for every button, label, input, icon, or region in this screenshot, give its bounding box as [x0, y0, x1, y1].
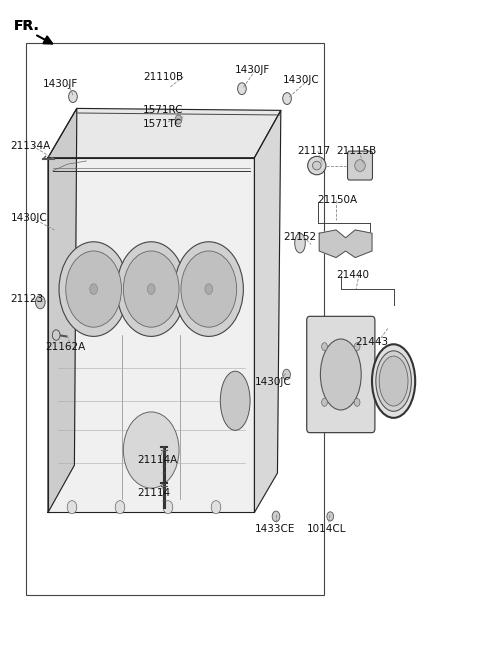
Ellipse shape	[379, 356, 408, 406]
Text: 21123: 21123	[11, 294, 44, 304]
Polygon shape	[48, 108, 281, 158]
Text: 21110B: 21110B	[143, 72, 183, 82]
Text: 1430JF: 1430JF	[235, 65, 270, 76]
Circle shape	[354, 343, 360, 351]
Circle shape	[52, 330, 60, 340]
Text: 1571TC: 1571TC	[143, 118, 182, 129]
Circle shape	[69, 91, 77, 102]
Ellipse shape	[312, 162, 321, 170]
Circle shape	[205, 284, 213, 294]
Polygon shape	[254, 110, 281, 512]
Circle shape	[211, 501, 221, 514]
Text: 1430JC: 1430JC	[254, 377, 291, 388]
Circle shape	[123, 412, 179, 488]
Text: 1433CE: 1433CE	[254, 524, 295, 534]
Text: 21443: 21443	[355, 336, 388, 347]
Circle shape	[59, 242, 128, 336]
Text: 21117: 21117	[298, 146, 331, 156]
Circle shape	[90, 284, 97, 294]
Text: 21114A: 21114A	[137, 455, 177, 465]
Circle shape	[283, 369, 290, 380]
Circle shape	[272, 511, 280, 522]
Text: 21134A: 21134A	[11, 141, 51, 151]
Circle shape	[354, 398, 360, 406]
Text: 21114: 21114	[137, 487, 170, 498]
Circle shape	[322, 343, 327, 351]
Text: FR.: FR.	[13, 19, 39, 34]
Text: 21152: 21152	[283, 231, 316, 242]
Circle shape	[147, 284, 155, 294]
Polygon shape	[319, 230, 372, 258]
Text: 1430JC: 1430JC	[11, 213, 48, 223]
Circle shape	[117, 242, 186, 336]
Ellipse shape	[376, 351, 411, 411]
Circle shape	[322, 398, 327, 406]
Circle shape	[66, 251, 121, 327]
Text: 1571RC: 1571RC	[143, 105, 183, 116]
Ellipse shape	[220, 371, 250, 430]
Text: 21115B: 21115B	[336, 146, 376, 156]
Circle shape	[36, 296, 45, 309]
Text: 1014CL: 1014CL	[307, 524, 347, 534]
Circle shape	[175, 115, 182, 124]
Circle shape	[163, 501, 173, 514]
Text: FR.: FR.	[13, 19, 39, 34]
Ellipse shape	[308, 156, 326, 175]
Ellipse shape	[321, 339, 361, 410]
Text: 21162A: 21162A	[46, 342, 86, 352]
Circle shape	[174, 242, 243, 336]
Ellipse shape	[355, 160, 365, 171]
Text: 21440: 21440	[336, 269, 369, 280]
FancyBboxPatch shape	[307, 317, 375, 433]
FancyBboxPatch shape	[348, 151, 372, 180]
Circle shape	[327, 512, 334, 521]
Circle shape	[123, 251, 179, 327]
Circle shape	[238, 83, 246, 95]
Circle shape	[115, 501, 125, 514]
Circle shape	[283, 93, 291, 104]
Polygon shape	[48, 158, 254, 512]
Text: 1430JC: 1430JC	[283, 75, 320, 85]
Ellipse shape	[295, 233, 305, 253]
Bar	[26, 43, 324, 595]
Circle shape	[181, 251, 237, 327]
Text: 21150A: 21150A	[317, 195, 357, 206]
Polygon shape	[48, 108, 77, 512]
Text: 1430JF: 1430JF	[43, 79, 78, 89]
Circle shape	[67, 501, 77, 514]
Ellipse shape	[372, 344, 415, 418]
